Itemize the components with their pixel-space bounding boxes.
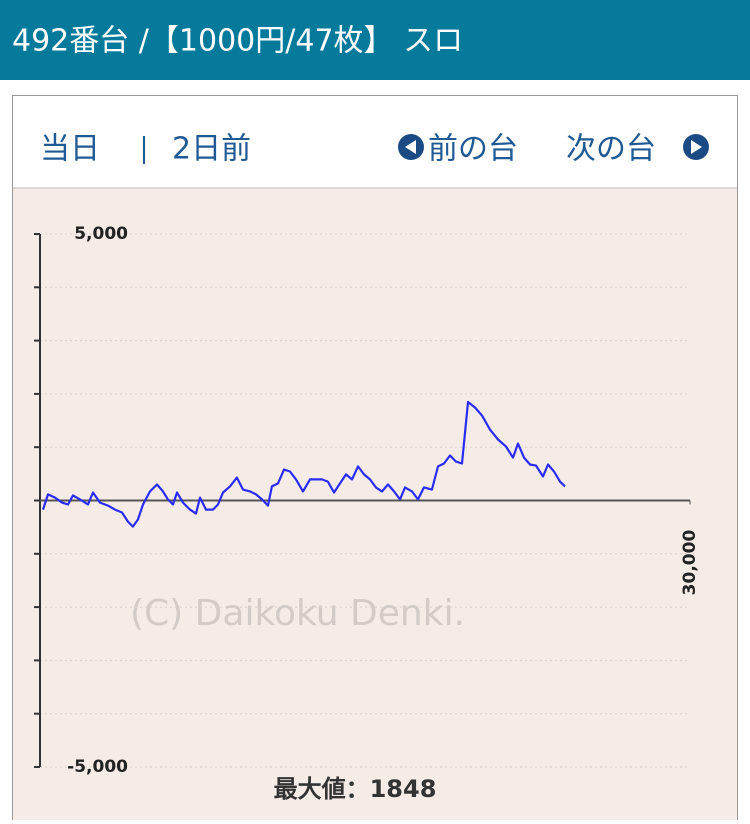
prev-icon[interactable]: [398, 134, 424, 160]
nav-prev[interactable]: 前の台: [428, 132, 518, 167]
x-tick-label: 30,000: [680, 530, 700, 596]
watermark: (C) Daikoku Denki.: [130, 593, 465, 634]
max-value: 最大値：1848: [274, 775, 437, 803]
y-tick-label: 5,000: [74, 224, 128, 244]
nav-two-days-ago[interactable]: 2日前: [172, 132, 251, 167]
header-bar: [0, 0, 750, 80]
data-line: [41, 400, 566, 528]
next-icon[interactable]: [683, 134, 709, 160]
y-tick-label: -5,000: [67, 757, 128, 777]
header-title: 492番台 /【1000円/47枚】 スロ: [12, 24, 463, 59]
nav-next[interactable]: 次の台: [566, 132, 656, 167]
chart-bg: [13, 188, 737, 824]
nav-today[interactable]: 当日: [40, 132, 100, 167]
